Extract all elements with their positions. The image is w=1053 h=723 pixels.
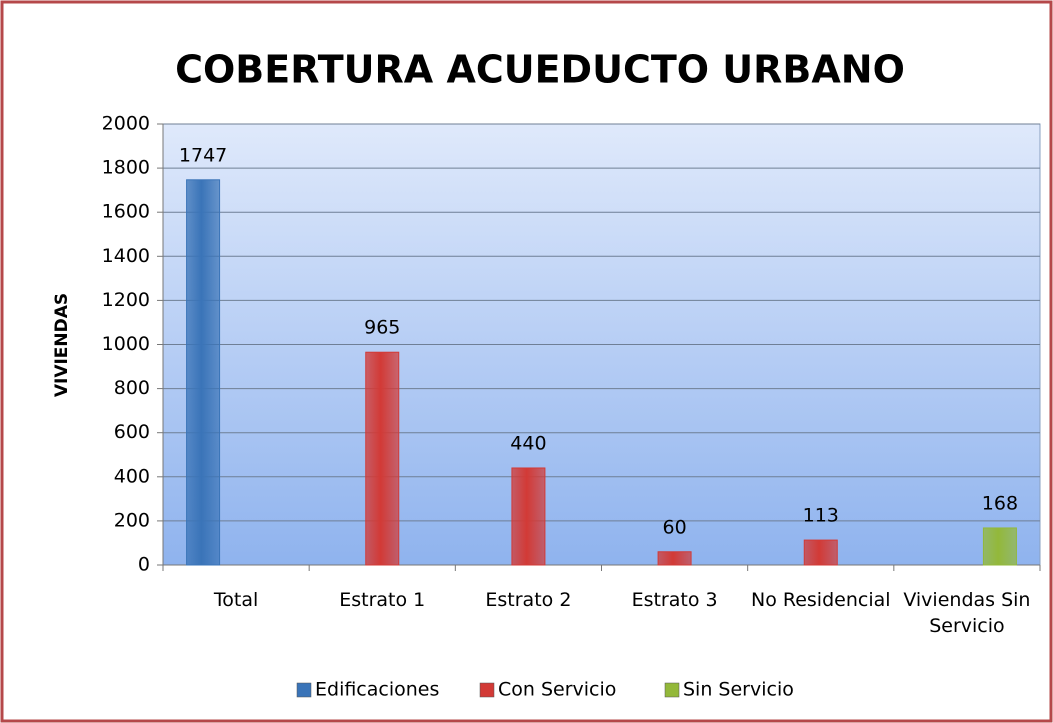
x-tick-label: Estrato 2 [485,589,572,611]
bar [982,527,1017,566]
legend-swatch [664,682,680,698]
x-tick-label: Total [213,589,259,611]
x-tick-label: Viviendas Sin Servicio [903,589,1031,637]
bar [365,351,400,566]
y-tick-label: 1200 [102,289,150,311]
value-label: 1747 [179,144,227,166]
y-tick-label: 600 [114,421,150,443]
y-tick-label: 800 [114,377,150,399]
y-tick-label: 1000 [102,333,150,355]
legend-swatch [296,682,312,698]
y-tick-label: 1600 [102,201,150,223]
value-label: 168 [982,492,1018,514]
y-axis-label: VIVIENDAS [52,293,72,397]
chart-title: COBERTURA ACUEDUCTO URBANO [175,48,905,92]
legend-swatch [479,682,495,698]
bar [186,179,221,566]
x-tick-label: No Residencial [750,589,891,611]
bar [803,539,838,566]
y-tick-label: 1800 [102,157,150,179]
value-label: 113 [803,505,839,527]
bar [511,467,546,566]
value-label: 965 [364,317,400,339]
y-tick-label: 200 [114,509,150,531]
y-tick-label: 1400 [102,245,150,267]
y-tick-label: 400 [114,465,150,487]
y-tick-label: 0 [138,554,150,576]
x-tick-label: Estrato 1 [339,589,426,611]
legend-label: Sin Servicio [683,679,794,701]
legend-label: Con Servicio [498,679,616,701]
value-label: 440 [510,432,546,454]
value-label: 60 [662,516,686,538]
legend-label: Edificaciones [315,679,439,701]
x-tick-label: Estrato 3 [631,589,718,611]
y-tick-label: 2000 [102,113,150,135]
bar [657,551,692,566]
